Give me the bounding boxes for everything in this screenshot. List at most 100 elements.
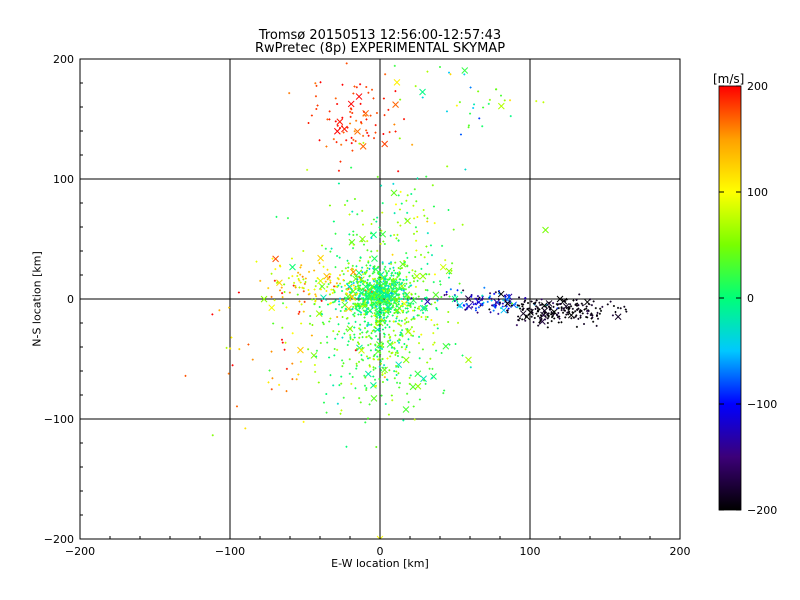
scatter-dot [407,302,410,305]
scatter-dot [467,124,470,127]
scatter-dot [292,284,295,287]
scatter-dot [426,70,429,73]
scatter-dot [374,378,377,381]
scatter-dot [489,311,492,314]
scatter-dot [464,308,467,311]
scatter-dot [406,296,409,299]
scatter-dot [478,117,481,120]
scatter-dot [376,308,379,311]
scatter-dot [514,303,517,306]
scatter-dot [278,383,281,386]
scatter-cross [413,272,421,280]
scatter-dot [365,271,368,274]
scatter-dot [365,309,368,312]
scatter-dot [329,317,332,320]
scatter-dot [357,309,360,312]
scatter-dot [394,334,397,337]
scatter-dot [328,320,331,323]
scatter-dot [333,290,336,293]
scatter-cross [393,79,401,86]
scatter-dot [328,293,331,296]
scatter-dot [407,320,410,323]
scatter-dot [425,273,428,276]
scatter-dot [524,296,527,299]
scatter-dot [379,362,382,365]
scatter-dot [211,434,214,437]
scatter-dot [412,316,415,319]
scatter-dot [315,280,318,283]
scatter-dot [352,284,355,287]
scatter-dot [404,291,407,294]
scatter-dot [426,361,429,364]
scatter-dot [339,297,342,300]
scatter-dot [539,314,542,317]
scatter-dot [398,323,401,326]
scatter-dot [552,305,555,308]
scatter-dot [482,301,485,304]
scatter-dot [358,397,361,400]
scatter-cross [400,300,408,308]
scatter-dot [414,226,417,229]
scatter-dot [387,311,390,314]
scatter-dot [375,220,378,223]
scatter-dot [374,367,377,370]
scatter-dot [338,303,341,306]
scatter-dot [314,370,317,373]
scatter-dot [335,141,338,144]
scatter-dot [405,282,408,285]
scatter-dot [371,88,374,91]
scatter-dot [619,307,622,310]
scatter-dot [275,215,278,218]
scatter-cross [318,283,326,290]
scatter-dot [469,366,472,369]
scatter-dot [373,306,376,309]
scatter-dot [533,316,536,319]
scatter-dot [352,305,355,308]
scatter-dot [406,211,409,214]
scatter-dot [383,268,386,271]
scatter-dot [539,320,542,323]
scatter-dot [364,114,367,117]
scatter-dot [343,296,346,299]
scatter-dot [369,343,372,346]
scatter-cross [419,88,426,96]
scatter-dot [365,264,368,267]
scatter-dot [355,233,358,236]
scatter-dot [402,278,405,281]
scatter-dot [592,300,595,303]
scatter-dot [402,292,405,295]
scatter-dot [426,217,429,220]
scatter-dot [498,301,501,304]
scatter-dot [388,288,391,291]
scatter-dot [328,204,331,207]
scatter-cross [310,352,318,359]
scatter-dot [444,259,447,262]
scatter-dot [376,271,379,274]
scatter-cross [556,295,564,303]
scatter-dot [352,302,355,305]
scatter-dot [376,310,379,313]
scatter-dot [299,273,302,276]
scatter-dot [517,315,520,318]
scatter-dot [359,401,362,404]
scatter-dot [349,280,352,283]
scatter-dot [515,324,518,327]
scatter-dot [546,326,549,329]
scatter-dot [409,374,412,377]
scatter-dot [396,233,399,236]
scatter-dot [374,348,377,351]
scatter-dot [451,262,454,265]
scatter-dot [535,299,538,302]
scatter-dot [400,266,403,269]
scatter-dot [383,376,386,379]
scatter-dot [553,317,556,320]
scatter-dot [390,346,393,349]
scatter-dot [389,234,392,237]
scatter-dot [341,116,344,119]
scatter-dot [393,234,396,237]
scatter-dot [315,295,318,298]
scatter-dot [367,290,370,293]
scatter-cross [350,268,357,276]
scatter-dot [397,372,400,375]
scatter-dot [553,312,556,315]
